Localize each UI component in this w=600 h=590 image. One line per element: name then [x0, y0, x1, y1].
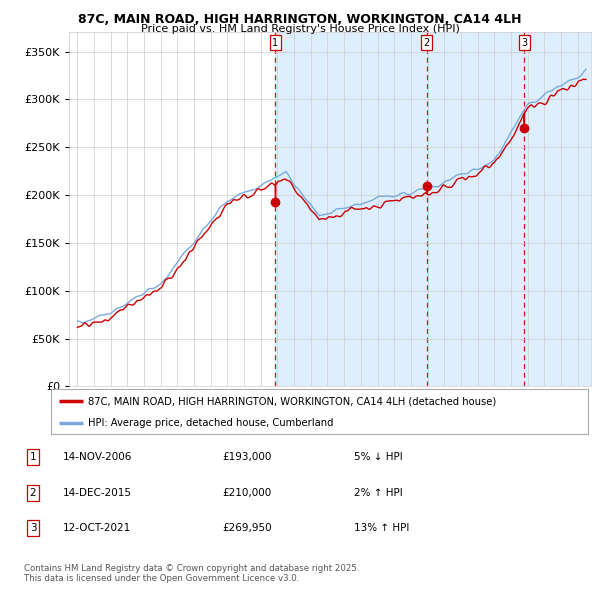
Text: 14-NOV-2006: 14-NOV-2006	[63, 453, 133, 462]
Text: 1: 1	[29, 453, 37, 462]
Text: Price paid vs. HM Land Registry's House Price Index (HPI): Price paid vs. HM Land Registry's House …	[140, 24, 460, 34]
Text: Contains HM Land Registry data © Crown copyright and database right 2025.
This d: Contains HM Land Registry data © Crown c…	[24, 563, 359, 583]
Text: 5% ↓ HPI: 5% ↓ HPI	[354, 453, 403, 462]
Text: £269,950: £269,950	[222, 523, 272, 533]
Text: 3: 3	[29, 523, 37, 533]
Text: 2% ↑ HPI: 2% ↑ HPI	[354, 488, 403, 497]
Text: 3: 3	[521, 38, 527, 48]
Bar	[275, 32, 591, 386]
Text: HPI: Average price, detached house, Cumberland: HPI: Average price, detached house, Cumb…	[88, 418, 333, 428]
Text: 87C, MAIN ROAD, HIGH HARRINGTON, WORKINGTON, CA14 4LH: 87C, MAIN ROAD, HIGH HARRINGTON, WORKING…	[78, 13, 522, 26]
Text: 2: 2	[424, 38, 430, 48]
Text: 14-DEC-2015: 14-DEC-2015	[63, 488, 132, 497]
Text: 87C, MAIN ROAD, HIGH HARRINGTON, WORKINGTON, CA14 4LH (detached house): 87C, MAIN ROAD, HIGH HARRINGTON, WORKING…	[88, 396, 496, 407]
Text: £193,000: £193,000	[222, 453, 271, 462]
Text: £210,000: £210,000	[222, 488, 271, 497]
Text: 2: 2	[29, 488, 37, 497]
Text: 1: 1	[272, 38, 278, 48]
Text: 12-OCT-2021: 12-OCT-2021	[63, 523, 131, 533]
Text: 13% ↑ HPI: 13% ↑ HPI	[354, 523, 409, 533]
